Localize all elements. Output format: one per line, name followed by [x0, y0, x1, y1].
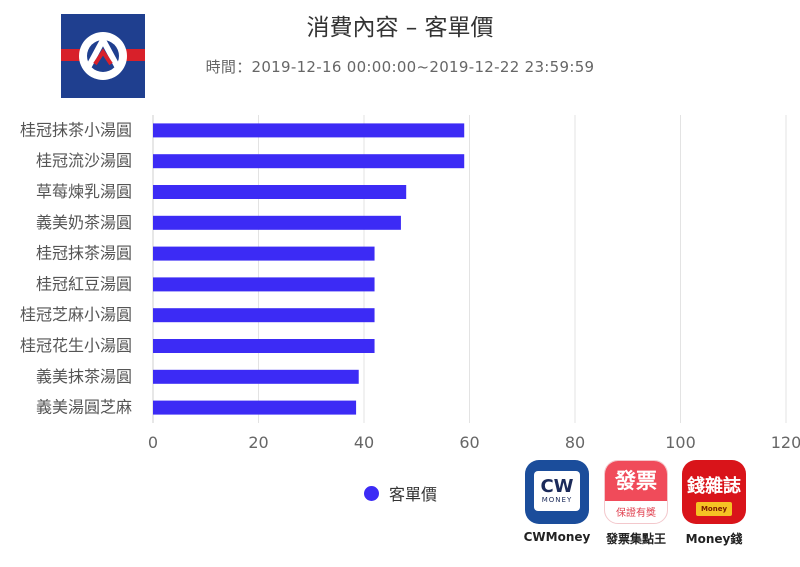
chart-subtitle: 時間：2019-12-16 00:00:00~2019-12-22 23:59:… — [205, 58, 595, 76]
category-label: 桂冠抹茶湯圓 — [36, 244, 132, 263]
bar[interactable] — [153, 154, 465, 169]
bar[interactable] — [153, 246, 375, 261]
category-label: 桂冠抹茶小湯圓 — [20, 120, 132, 139]
app-badge-invoice[interactable]: 發票 保證有獎 發票集點王 — [598, 460, 674, 547]
x-tick-label: 0 — [148, 433, 158, 452]
category-label: 義美抹茶湯圓 — [36, 367, 132, 386]
category-label: 義美湯圓芝麻 — [36, 398, 132, 417]
category-label: 桂冠芝麻小湯圓 — [20, 305, 132, 324]
cwmoney-app-icon: CW MONEY — [525, 460, 589, 524]
bar[interactable] — [153, 215, 401, 230]
bar[interactable] — [153, 185, 407, 199]
category-label: 義美奶茶湯圓 — [36, 213, 132, 232]
x-tick-label: 120 — [771, 433, 800, 452]
x-tick-label: 20 — [248, 433, 268, 452]
x-tick-label: 100 — [665, 433, 696, 452]
legend-label: 客單價 — [389, 485, 438, 504]
category-label: 草莓煉乳湯圓 — [36, 182, 132, 201]
app-badge-money-magazine[interactable]: 錢雜誌 Money Money錢 — [676, 460, 752, 547]
bar-chart: 桂冠抹茶小湯圓桂冠流沙湯圓草莓煉乳湯圓義美奶茶湯圓桂冠抹茶湯圓桂冠紅豆湯圓桂冠芝… — [20, 115, 800, 452]
app-badge-cwmoney[interactable]: CW MONEY CWMoney — [519, 460, 595, 544]
app-name: CWMoney — [523, 530, 591, 544]
legend-marker-icon — [364, 485, 379, 501]
category-label: 桂冠紅豆湯圓 — [36, 274, 132, 293]
bar[interactable] — [153, 277, 375, 292]
brand-logo — [61, 14, 145, 98]
category-label: 桂冠流沙湯圓 — [36, 151, 132, 170]
bar[interactable] — [153, 123, 465, 138]
x-tick-label: 40 — [354, 433, 374, 452]
bar[interactable] — [153, 339, 375, 353]
app-name: 發票集點王 — [605, 532, 666, 546]
legend[interactable]: 客單價 — [364, 482, 437, 504]
bar[interactable] — [153, 308, 375, 323]
bar[interactable] — [153, 369, 359, 384]
invoice-app-icon: 發票 保證有獎 — [604, 460, 668, 524]
money-magazine-app-icon: 錢雜誌 Money — [682, 460, 746, 524]
app-name: Money錢 — [685, 532, 743, 546]
x-tick-label: 80 — [565, 433, 585, 452]
bar[interactable] — [153, 400, 357, 415]
category-label: 桂冠花生小湯圓 — [20, 336, 132, 355]
x-tick-label: 60 — [459, 433, 479, 452]
chart-title: 消費內容 – 客單價 — [306, 15, 494, 41]
